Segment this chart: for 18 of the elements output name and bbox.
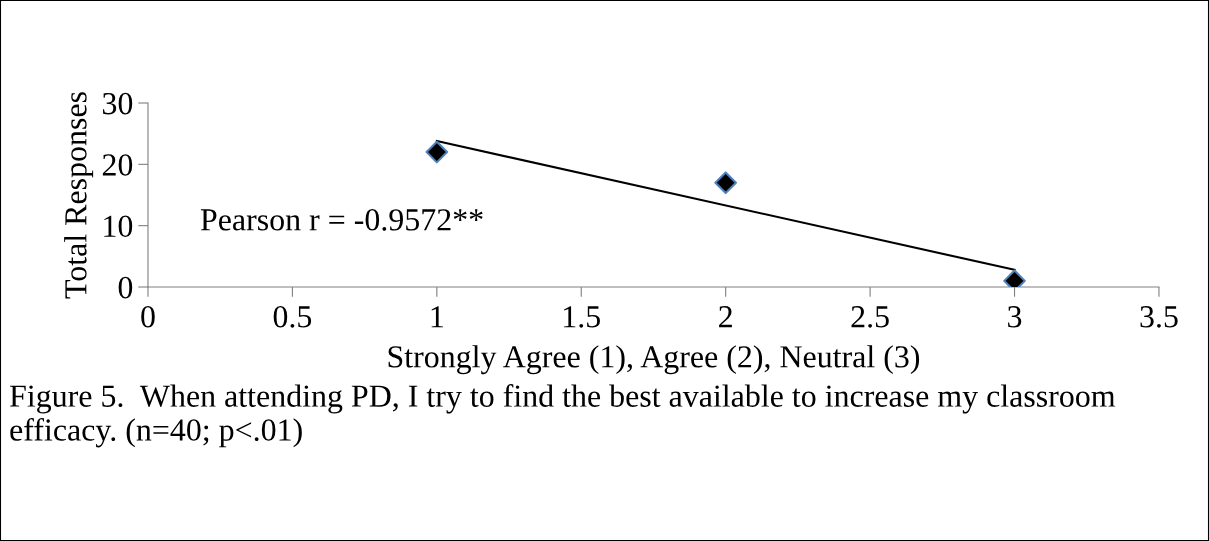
- x-tick-label: 3: [1008, 306, 1022, 328]
- x-tick-label: 2.5: [851, 306, 889, 328]
- y-axis-title: Total Responses: [64, 92, 94, 299]
- x-tick-label: 0.5: [273, 305, 312, 328]
- x-tick-label: 1.5: [564, 306, 600, 328]
- x-axis-title: Strongly Agree (1), Agree (2), Neutral (3): [388, 345, 920, 375]
- annotation: Pearson r = -0.9572**: [200, 209, 483, 231]
- y-tick-label: 20: [102, 154, 133, 176]
- x-tick-label: 2: [719, 306, 732, 328]
- y-tick-label: 10: [104, 215, 133, 238]
- caption: Figure 5. When attending PD, I try to find the best available to increase my classroom efficacy. (n=40; p<.01): [9, 384, 1116, 448]
- x-tick-label: 1: [431, 306, 443, 328]
- point: [714, 171, 738, 195]
- x-tick-label: 3.5: [1140, 306, 1178, 328]
- point: [425, 140, 449, 164]
- y-tick-label: 30: [102, 92, 133, 115]
- x-tick-label: 0: [141, 305, 155, 328]
- y-tick-label: 0: [118, 276, 133, 299]
